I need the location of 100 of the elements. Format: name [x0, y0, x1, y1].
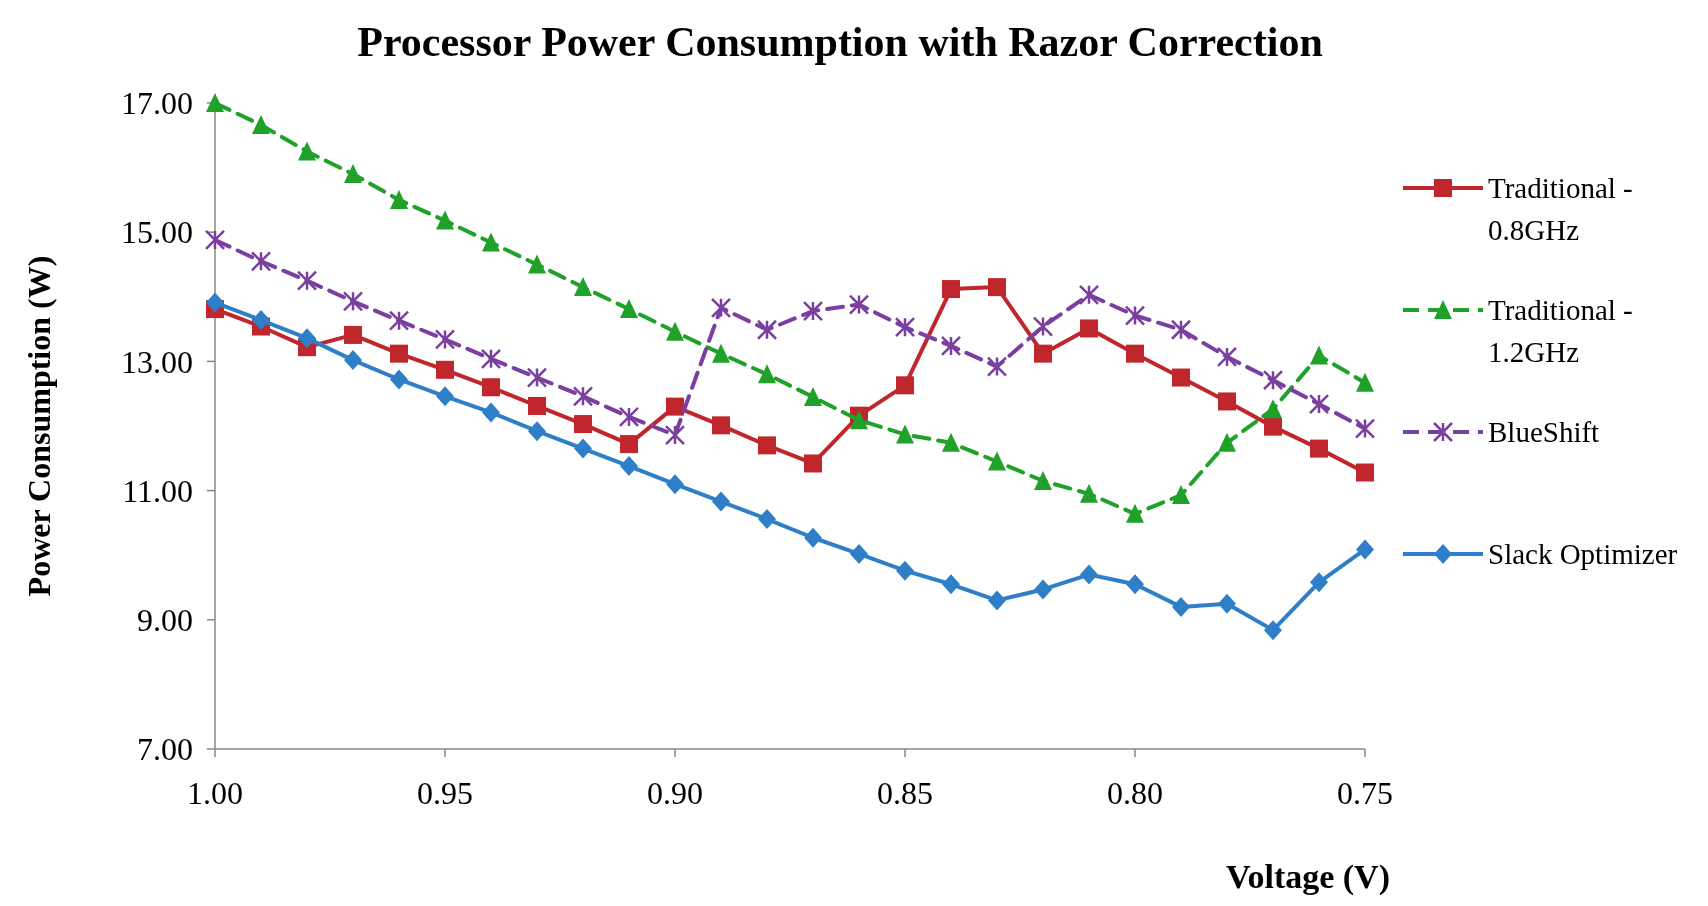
x-tick-label: 1.00 — [187, 775, 243, 811]
point — [206, 292, 224, 313]
point — [896, 424, 914, 444]
point — [526, 367, 548, 388]
x-tick-label: 0.90 — [647, 775, 703, 811]
point — [1172, 368, 1190, 387]
point — [390, 189, 408, 209]
point — [666, 474, 684, 495]
legend-label: Slack Optimizer — [1488, 538, 1678, 571]
point — [1264, 399, 1282, 419]
point — [1126, 344, 1144, 363]
point — [482, 378, 500, 397]
point — [1032, 316, 1054, 337]
point — [528, 421, 546, 442]
point — [988, 451, 1006, 471]
point — [1080, 483, 1098, 503]
point — [390, 369, 408, 390]
point — [850, 543, 868, 564]
point — [1264, 417, 1282, 436]
point — [988, 278, 1006, 297]
y-tick-label: 17.00 — [121, 85, 193, 122]
point — [942, 432, 960, 452]
chart-title: Processor Power Consumption with Razor Correction — [357, 19, 1323, 65]
point — [344, 350, 362, 371]
point — [1172, 485, 1190, 505]
point — [712, 416, 730, 435]
point — [206, 93, 224, 112]
point — [1126, 574, 1144, 595]
point — [1080, 319, 1098, 338]
point — [574, 438, 592, 459]
point — [758, 364, 776, 384]
x-tick-label: 0.95 — [417, 775, 473, 811]
point — [1310, 439, 1328, 458]
point — [1356, 539, 1374, 560]
point — [848, 294, 870, 315]
point — [480, 348, 502, 370]
point — [1310, 345, 1328, 365]
legend-label: Traditional - 1.2GHz — [1488, 294, 1633, 369]
point — [574, 415, 592, 434]
point — [252, 310, 270, 331]
x-axis-title: Voltage (V) — [1226, 858, 1390, 896]
y-tick-label: 15.00 — [121, 214, 193, 251]
point — [436, 210, 454, 230]
point — [204, 229, 226, 251]
point — [666, 397, 684, 416]
point — [896, 376, 914, 395]
point — [1356, 463, 1374, 482]
point — [986, 356, 1008, 377]
point — [1354, 418, 1376, 439]
point — [1264, 620, 1282, 641]
point — [666, 321, 684, 341]
point — [528, 254, 546, 274]
point — [298, 328, 316, 349]
point — [250, 251, 272, 272]
point — [804, 454, 822, 473]
point — [896, 560, 914, 581]
point — [988, 590, 1006, 611]
point — [528, 396, 546, 415]
x-tick-label: 0.80 — [1107, 775, 1163, 811]
point — [1126, 503, 1144, 523]
point — [620, 456, 638, 477]
x-tick-label: 0.85 — [877, 775, 933, 811]
point — [1034, 344, 1052, 363]
point — [894, 316, 916, 338]
point — [1218, 593, 1236, 614]
point — [758, 436, 776, 455]
point — [1356, 372, 1374, 392]
point — [1078, 284, 1100, 306]
point — [804, 386, 822, 406]
y-tick-label: 7.00 — [137, 731, 193, 768]
legend-label: BlueShift — [1488, 416, 1600, 449]
point — [620, 435, 638, 454]
point — [712, 491, 730, 512]
point — [434, 329, 456, 350]
y-axis-title: Power Consumption (W) — [21, 255, 57, 597]
point — [296, 270, 318, 291]
point — [390, 344, 408, 363]
point — [1308, 393, 1330, 415]
point — [1034, 579, 1052, 600]
point — [802, 300, 824, 322]
point — [1170, 319, 1192, 340]
point — [482, 402, 500, 423]
point — [850, 410, 868, 430]
point — [1172, 596, 1190, 617]
point — [758, 509, 776, 530]
point — [482, 232, 500, 252]
point — [664, 424, 686, 446]
point — [436, 386, 454, 407]
point — [342, 291, 364, 312]
point — [1124, 305, 1146, 326]
point — [618, 406, 640, 428]
point — [572, 386, 594, 407]
point — [1310, 572, 1328, 593]
point — [942, 280, 960, 299]
point — [388, 310, 410, 331]
point — [252, 114, 270, 134]
point — [1218, 392, 1236, 411]
point — [298, 141, 316, 161]
point — [804, 527, 822, 548]
point — [620, 299, 638, 319]
